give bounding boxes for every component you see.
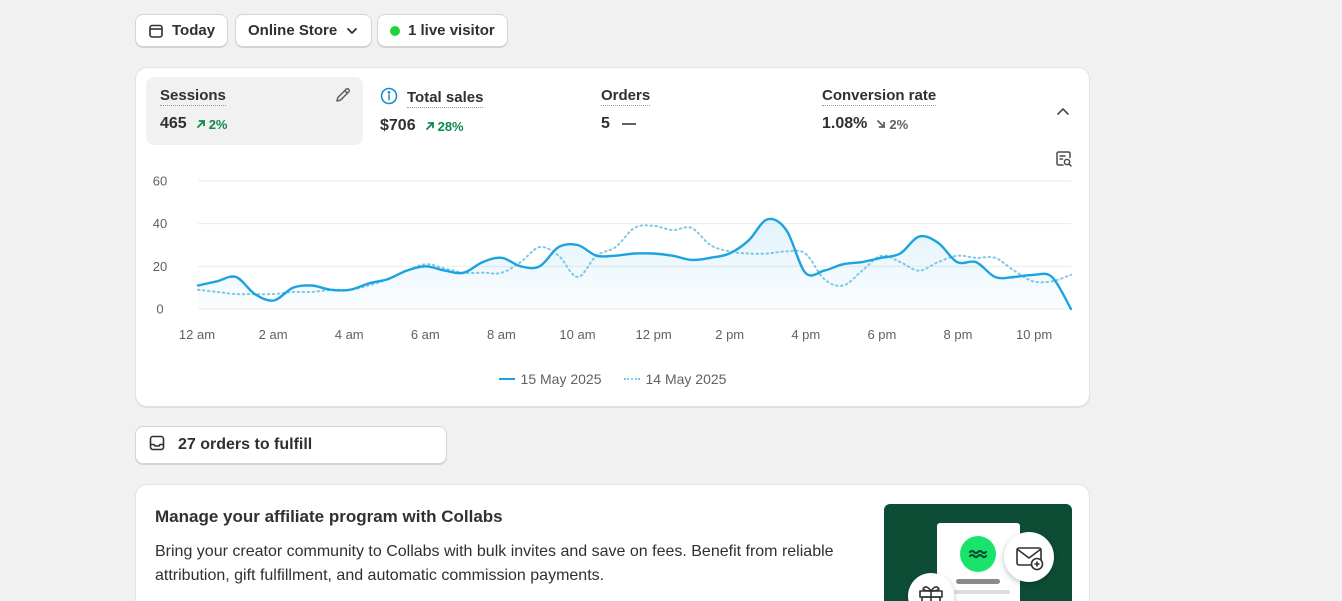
illustration-line bbox=[954, 590, 1010, 594]
metric-change: 28% bbox=[437, 118, 464, 134]
chevron-up-icon[interactable] bbox=[1054, 103, 1072, 126]
channel-label: Online Store bbox=[248, 22, 338, 39]
illustration-line bbox=[956, 579, 1000, 584]
date-range-label: Today bbox=[172, 22, 216, 39]
legend-swatch-dotted bbox=[623, 378, 640, 380]
sessions-chart: 0 20 40 60 12 am 2 am 4 am 6 am 8 am 10 am 12 pm 2 … bbox=[153, 174, 1073, 342]
gift-badge bbox=[908, 573, 954, 601]
date-range-button[interactable]: Today bbox=[135, 14, 229, 47]
legend-item-current[interactable]: 15 May 2025 bbox=[498, 371, 602, 387]
metric-conversion-rate[interactable]: Conversion rate 1.08% 2% bbox=[808, 77, 1008, 145]
metric-trend: 2% bbox=[195, 117, 228, 132]
y-tick-label: 0 bbox=[156, 302, 163, 317]
no-change-dash bbox=[621, 123, 636, 125]
live-status-dot bbox=[390, 25, 400, 36]
metric-orders[interactable]: Orders 5 bbox=[587, 77, 787, 145]
x-tick-label: 8 am bbox=[487, 327, 516, 342]
x-tick-label: 12 am bbox=[179, 327, 215, 342]
y-tick-label: 60 bbox=[153, 174, 167, 189]
chart-legend: 15 May 2025 14 May 2025 bbox=[136, 371, 1089, 387]
report-search-icon[interactable] bbox=[1054, 149, 1074, 174]
legend-label: 14 May 2025 bbox=[645, 371, 727, 387]
metric-change: 2% bbox=[208, 116, 228, 132]
series-area-current bbox=[198, 218, 1071, 309]
x-tick-label: 2 pm bbox=[715, 327, 744, 342]
y-tick-label: 40 bbox=[153, 216, 167, 231]
metric-trend: 2% bbox=[875, 117, 908, 132]
orders-to-fulfill-label: 27 orders to fulfill bbox=[178, 436, 313, 453]
orders-to-fulfill-button[interactable]: 27 orders to fulfill bbox=[135, 426, 447, 464]
arrow-down-right-icon bbox=[877, 120, 886, 128]
promo-description: Bring your creator community to Collabs … bbox=[155, 543, 834, 584]
chevron-down-icon bbox=[345, 24, 359, 38]
pencil-icon[interactable] bbox=[334, 86, 352, 109]
promo-illustration bbox=[884, 504, 1072, 601]
x-tick-label: 8 pm bbox=[944, 327, 973, 342]
mail-plus-icon bbox=[1016, 547, 1044, 571]
legend-swatch-solid bbox=[498, 378, 515, 380]
metric-value: 5 bbox=[601, 115, 610, 132]
x-tick-label: 12 pm bbox=[636, 327, 672, 342]
x-tick-label: 10 pm bbox=[1016, 327, 1052, 342]
channel-select[interactable]: Online Store bbox=[235, 14, 373, 47]
x-tick-label: 4 pm bbox=[791, 327, 820, 342]
x-tick-label: 10 am bbox=[559, 327, 595, 342]
y-tick-label: 20 bbox=[153, 259, 167, 274]
metric-value: $706 bbox=[380, 117, 416, 134]
metric-value: 1.08% bbox=[822, 115, 868, 132]
metric-title[interactable]: Conversion rate bbox=[822, 87, 937, 106]
x-tick-label: 6 am bbox=[411, 327, 440, 342]
metric-sessions[interactable]: Sessions 465 2% bbox=[146, 77, 363, 145]
x-tick-label: 2 am bbox=[259, 327, 288, 342]
collabs-logo-icon bbox=[960, 536, 996, 572]
metric-value: 465 bbox=[160, 115, 187, 132]
legend-label: 15 May 2025 bbox=[520, 371, 602, 387]
analytics-card: Sessions 465 2% Total sales bbox=[135, 67, 1090, 407]
x-tick-label: 6 pm bbox=[867, 327, 896, 342]
metric-change: 2% bbox=[889, 116, 909, 132]
series-line-current bbox=[196, 217, 1073, 311]
arrow-up-right-icon bbox=[425, 122, 434, 130]
promo-title: Manage your affiliate program with Colla… bbox=[155, 507, 503, 526]
gift-icon bbox=[919, 586, 943, 601]
calendar-icon bbox=[148, 23, 164, 39]
arrow-up-right-icon bbox=[196, 120, 205, 128]
info-icon[interactable] bbox=[380, 87, 398, 110]
inbox-icon bbox=[148, 434, 166, 457]
x-tick-label: 4 am bbox=[335, 327, 364, 342]
metric-title[interactable]: Sessions bbox=[160, 87, 226, 106]
collabs-promo-card: Manage your affiliate program with Colla… bbox=[135, 484, 1090, 601]
metric-trend: 28% bbox=[424, 119, 464, 134]
live-visitors-button[interactable]: 1 live visitor bbox=[377, 14, 508, 47]
metric-title[interactable]: Total sales bbox=[407, 89, 484, 108]
metric-total-sales[interactable]: Total sales $706 28% bbox=[378, 77, 578, 145]
live-visitors-label: 1 live visitor bbox=[408, 22, 495, 39]
legend-item-previous[interactable]: 14 May 2025 bbox=[623, 371, 727, 387]
metric-title[interactable]: Orders bbox=[601, 87, 651, 106]
email-badge bbox=[1004, 532, 1054, 582]
